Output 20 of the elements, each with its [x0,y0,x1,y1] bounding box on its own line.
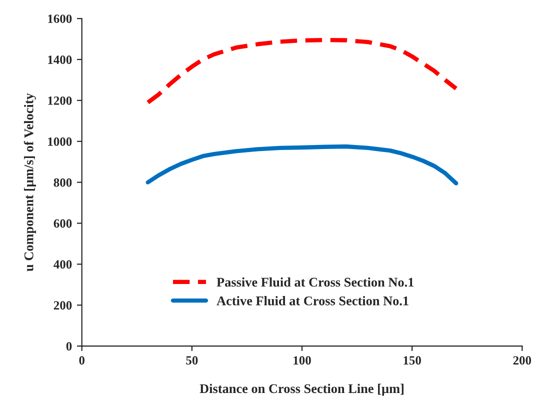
legend-label: Active Fluid at Cross Section No.1 [216,296,408,306]
x-axis-title: Distance on Cross Section Line [µm] [200,384,404,396]
x-tick-label: 0 [79,356,85,365]
y-tick-label: 1600 [48,14,72,23]
y-tick-label: 600 [54,219,72,228]
line-series [146,38,458,105]
legend-label: Passive Fluid at Cross Section No.1 [216,277,414,287]
x-tick-label: 150 [404,356,421,365]
y-tick-label: 800 [54,178,72,187]
x-tick-label: 100 [294,356,311,365]
line-series [146,144,458,186]
y-axis-title: u Component [µm/s] of Velocity [24,93,36,272]
y-tick-label: 0 [66,342,72,351]
y-tick-label: 200 [54,301,72,310]
y-tick-label: 1400 [48,56,72,64]
y-tick-label: 400 [54,260,72,269]
y-tick-label: 1200 [48,96,72,105]
x-tick-label: 200 [513,356,532,365]
x-tick-label: 50 [186,356,198,365]
y-tick-label: 1000 [48,137,72,146]
